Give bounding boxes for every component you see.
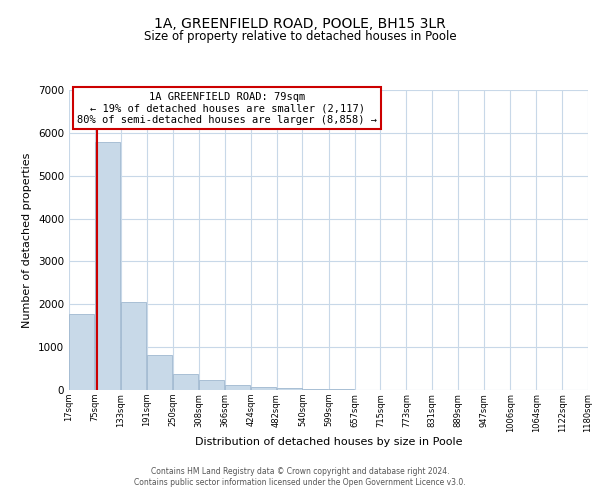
Bar (121, 302, 146, 390)
Bar (303, 388, 328, 390)
Bar (329, 389, 354, 390)
Bar (225, 385, 250, 390)
Bar (251, 387, 276, 390)
Bar (173, 374, 199, 390)
Text: Contains public sector information licensed under the Open Government Licence v3: Contains public sector information licen… (134, 478, 466, 487)
Text: 1A, GREENFIELD ROAD, POOLE, BH15 3LR: 1A, GREENFIELD ROAD, POOLE, BH15 3LR (154, 18, 446, 32)
Bar (147, 355, 172, 390)
Text: Contains HM Land Registry data © Crown copyright and database right 2024.: Contains HM Land Registry data © Crown c… (151, 467, 449, 476)
Bar (199, 380, 224, 390)
X-axis label: Distribution of detached houses by size in Poole: Distribution of detached houses by size … (195, 438, 462, 448)
Bar (277, 388, 302, 390)
Text: Size of property relative to detached houses in Poole: Size of property relative to detached ho… (143, 30, 457, 43)
Bar (95, 142, 121, 390)
Y-axis label: Number of detached properties: Number of detached properties (22, 152, 32, 328)
Bar (70, 314, 94, 390)
Text: 1A GREENFIELD ROAD: 79sqm
← 19% of detached houses are smaller (2,117)
80% of se: 1A GREENFIELD ROAD: 79sqm ← 19% of detac… (77, 92, 377, 124)
